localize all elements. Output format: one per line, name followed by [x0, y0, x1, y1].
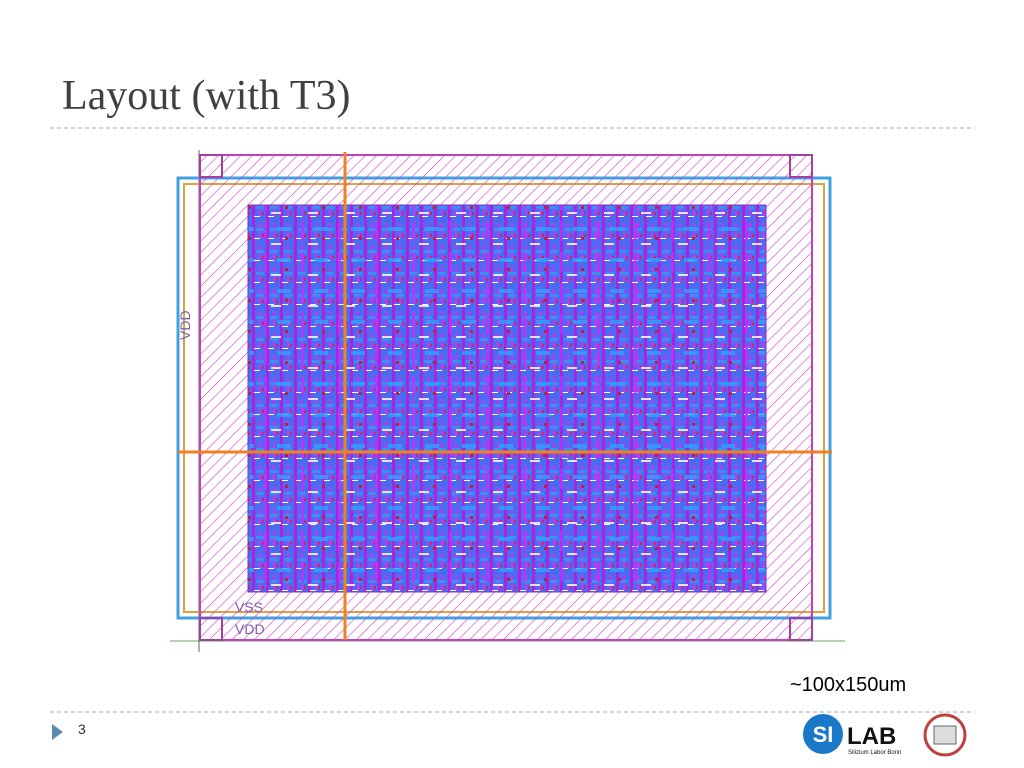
atlas-logo: [923, 713, 967, 757]
bullet-icon: [52, 724, 63, 740]
logo-subtitle: Silizium Labor Bonn: [848, 750, 901, 756]
layout-label: VSS: [235, 599, 263, 615]
core-detail: [247, 204, 767, 593]
page-number: 3: [78, 721, 86, 737]
corner: [199, 154, 223, 178]
logo-si: SI: [813, 722, 834, 747]
layout-label: VDD: [235, 621, 265, 637]
logo-lab: LAB: [847, 723, 896, 750]
layout-image: VDD VSS VDD: [170, 150, 845, 652]
logo-circle: [803, 714, 843, 754]
layout-label: VDD: [177, 310, 193, 340]
atlas-emblem: [933, 725, 957, 745]
corner: [199, 617, 223, 641]
si-lab-logo: SI LAB Silizium Labor Bonn: [803, 714, 901, 756]
slide-title: Layout (with T3): [62, 73, 351, 119]
corner: [789, 154, 813, 178]
corner: [789, 617, 813, 641]
caption: ~100x150um: [790, 674, 907, 696]
